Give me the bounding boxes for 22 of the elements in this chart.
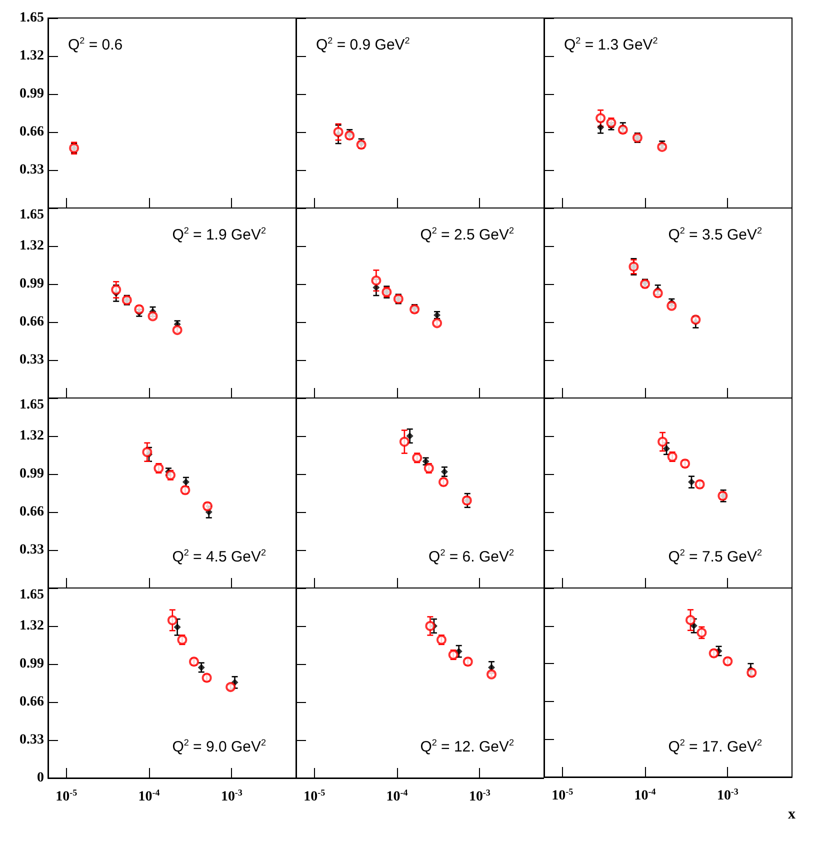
x-axis-title: x: [788, 806, 796, 822]
y-tick-label: 1.32: [20, 428, 44, 444]
y-tick-label: 1.65: [20, 10, 44, 26]
y-tick-label: 0.66: [20, 694, 44, 710]
y-tick-label: 0.66: [20, 314, 44, 330]
y-tick-label: 0.33: [20, 732, 44, 748]
y-tick-label: 0.33: [20, 542, 44, 558]
y-tick-label: 0.66: [20, 124, 44, 140]
y-tick-label: 0.66: [20, 504, 44, 520]
y-tick-label: 0: [37, 770, 44, 786]
y-tick-label: 0.99: [20, 86, 44, 102]
y-tick-label: 0.33: [20, 162, 44, 178]
y-tick-label: 0.99: [20, 466, 44, 482]
y-tick-label: 0.99: [20, 656, 44, 672]
y-tick-label: 0.99: [20, 276, 44, 292]
y-tick-label: 1.32: [20, 618, 44, 634]
y-tick-label: 1.65: [20, 398, 44, 412]
y-tick-label: 0.33: [20, 352, 44, 368]
y-tick-label: 1.65: [20, 208, 44, 222]
y-tick-label: 1.32: [20, 238, 44, 254]
y-tick-label: 1.32: [20, 48, 44, 64]
y-tick-label: 1.65: [20, 588, 44, 602]
